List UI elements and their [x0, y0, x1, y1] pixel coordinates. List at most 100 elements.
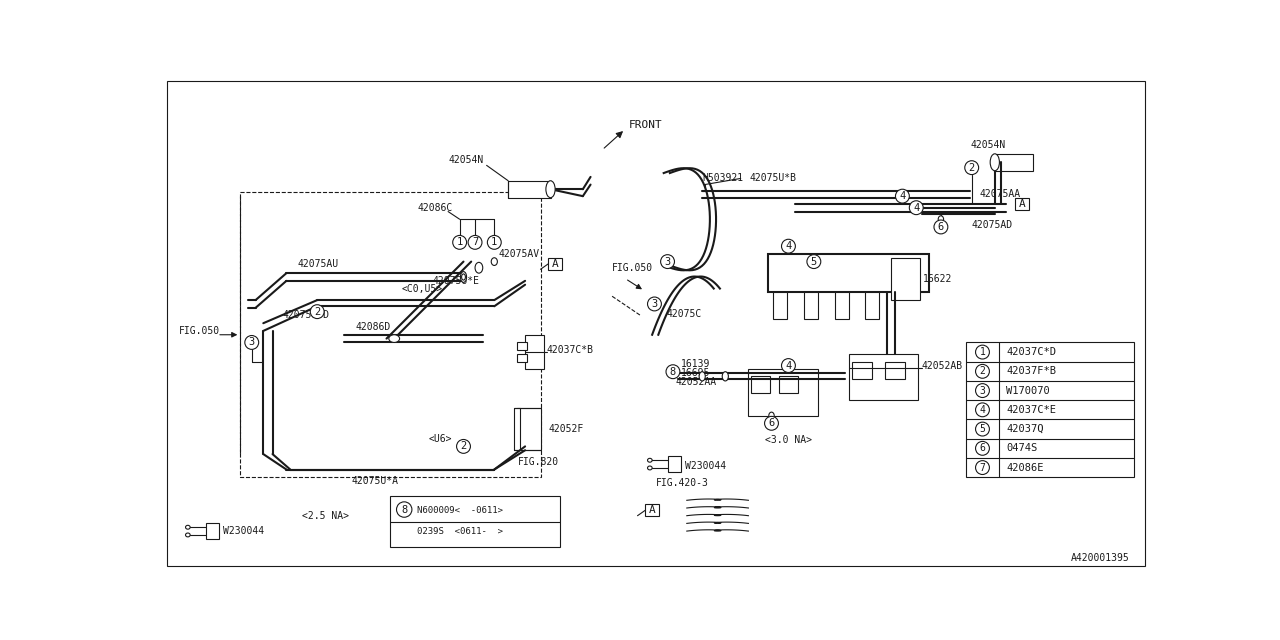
Text: 6: 6 — [938, 222, 945, 232]
Text: 16622: 16622 — [923, 273, 952, 284]
Text: 42086E: 42086E — [1006, 463, 1044, 472]
Circle shape — [806, 255, 820, 269]
Text: 7: 7 — [472, 237, 479, 247]
Text: 42075U*A: 42075U*A — [352, 476, 399, 486]
Text: FIG.420-3: FIG.420-3 — [657, 478, 709, 488]
Text: 1: 1 — [979, 347, 986, 357]
Circle shape — [782, 358, 795, 372]
Circle shape — [764, 417, 778, 430]
Text: FIG.050: FIG.050 — [612, 263, 653, 273]
Circle shape — [965, 161, 979, 175]
Text: FIG.820: FIG.820 — [517, 457, 558, 467]
Bar — [206, 524, 219, 539]
Circle shape — [660, 255, 675, 269]
Text: 42052AB: 42052AB — [922, 360, 963, 371]
Bar — [390, 497, 559, 547]
Ellipse shape — [722, 372, 728, 381]
Circle shape — [468, 236, 483, 249]
Ellipse shape — [492, 258, 498, 266]
Text: 42052AA: 42052AA — [676, 378, 717, 387]
Bar — [849, 354, 918, 400]
Text: 42075AV: 42075AV — [498, 249, 539, 259]
Bar — [891, 258, 920, 300]
Bar — [517, 354, 526, 362]
Text: 3: 3 — [248, 337, 255, 348]
Text: 5: 5 — [810, 257, 817, 267]
Ellipse shape — [769, 412, 774, 419]
Text: 42075AU: 42075AU — [298, 259, 339, 269]
Text: 4: 4 — [900, 191, 905, 201]
Text: A: A — [649, 506, 655, 515]
Text: 1: 1 — [492, 237, 498, 247]
Circle shape — [975, 364, 989, 378]
Ellipse shape — [991, 154, 1000, 171]
Text: 42052F: 42052F — [548, 424, 584, 435]
Ellipse shape — [699, 372, 705, 381]
Bar — [768, 254, 929, 292]
Text: 3: 3 — [664, 257, 671, 267]
Text: 7: 7 — [979, 463, 986, 472]
Bar — [773, 292, 787, 319]
Bar — [241, 192, 540, 477]
Bar — [804, 292, 818, 319]
Text: <3.0 NA>: <3.0 NA> — [765, 435, 813, 445]
Bar — [750, 376, 771, 392]
Bar — [1015, 198, 1029, 210]
Text: 8: 8 — [401, 504, 407, 515]
Bar — [865, 292, 879, 319]
Text: 0474S: 0474S — [1006, 444, 1038, 453]
Circle shape — [975, 403, 989, 417]
Text: W230044: W230044 — [223, 526, 265, 536]
Text: H503921: H503921 — [703, 173, 744, 184]
Bar — [508, 180, 550, 198]
Circle shape — [453, 236, 467, 249]
Bar — [548, 258, 562, 270]
Text: 4: 4 — [913, 203, 919, 212]
Text: 42037Q: 42037Q — [1006, 424, 1044, 434]
Text: W230044: W230044 — [685, 461, 726, 470]
Text: 42086D: 42086D — [356, 322, 390, 332]
Circle shape — [488, 236, 502, 249]
Ellipse shape — [475, 262, 483, 273]
Text: 16695: 16695 — [681, 368, 710, 378]
Ellipse shape — [389, 335, 399, 342]
Text: 1: 1 — [457, 237, 463, 247]
Text: 42037C*B: 42037C*B — [547, 345, 594, 355]
Ellipse shape — [462, 274, 466, 280]
Bar — [995, 154, 1033, 171]
Bar — [852, 362, 872, 379]
Text: A420001395: A420001395 — [1071, 553, 1129, 563]
Circle shape — [896, 189, 909, 203]
Circle shape — [975, 345, 989, 359]
Text: 4: 4 — [786, 241, 791, 251]
Ellipse shape — [545, 180, 556, 198]
Circle shape — [457, 440, 471, 453]
Text: <C0,U5>: <C0,U5> — [402, 284, 443, 294]
Bar — [525, 335, 544, 369]
Text: 4: 4 — [786, 360, 791, 371]
Text: 8: 8 — [669, 367, 676, 377]
Circle shape — [934, 220, 947, 234]
Text: 42037F*B: 42037F*B — [1006, 366, 1056, 376]
Text: 42075C: 42075C — [666, 309, 701, 319]
Bar — [966, 342, 1134, 477]
Circle shape — [782, 239, 795, 253]
Text: N600009<  -0611>: N600009< -0611> — [417, 506, 503, 515]
Text: <2.5 NA>: <2.5 NA> — [302, 511, 348, 521]
Bar — [645, 504, 659, 516]
Text: 42037C*E: 42037C*E — [1006, 405, 1056, 415]
Text: W170070: W170070 — [1006, 385, 1050, 396]
Text: FRONT: FRONT — [628, 120, 663, 129]
Text: 5: 5 — [979, 424, 986, 434]
Text: FIG.050: FIG.050 — [179, 326, 220, 336]
Circle shape — [648, 297, 662, 311]
Circle shape — [975, 422, 989, 436]
Text: 42075U*B: 42075U*B — [750, 173, 797, 184]
Text: 2: 2 — [461, 442, 467, 451]
Text: 42075U*D: 42075U*D — [283, 310, 329, 321]
Text: 3: 3 — [979, 385, 986, 396]
Bar — [517, 408, 540, 451]
Circle shape — [666, 365, 680, 379]
Text: A: A — [1019, 199, 1025, 209]
Bar — [886, 362, 905, 379]
